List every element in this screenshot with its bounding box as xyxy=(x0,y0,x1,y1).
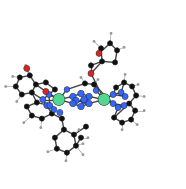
Circle shape xyxy=(82,142,84,145)
Circle shape xyxy=(82,81,88,86)
Circle shape xyxy=(43,80,48,85)
Circle shape xyxy=(98,94,110,105)
Circle shape xyxy=(114,48,120,53)
Circle shape xyxy=(129,117,134,122)
Circle shape xyxy=(78,135,84,140)
Circle shape xyxy=(24,64,27,67)
Circle shape xyxy=(70,93,76,100)
Circle shape xyxy=(39,116,44,121)
Circle shape xyxy=(88,63,94,68)
Circle shape xyxy=(81,96,87,103)
Circle shape xyxy=(40,97,46,102)
Circle shape xyxy=(43,88,49,94)
Circle shape xyxy=(111,115,117,120)
Circle shape xyxy=(54,146,60,151)
Circle shape xyxy=(121,80,127,85)
Circle shape xyxy=(29,113,34,118)
Circle shape xyxy=(34,100,39,105)
Circle shape xyxy=(93,88,99,93)
Circle shape xyxy=(64,87,70,92)
Circle shape xyxy=(78,90,84,97)
Circle shape xyxy=(24,65,30,71)
Circle shape xyxy=(83,124,89,129)
Circle shape xyxy=(73,97,79,104)
Circle shape xyxy=(97,78,100,81)
Circle shape xyxy=(51,107,57,113)
Circle shape xyxy=(115,105,121,111)
Circle shape xyxy=(80,76,82,79)
Circle shape xyxy=(73,143,78,148)
Circle shape xyxy=(13,84,18,89)
Circle shape xyxy=(81,97,87,104)
Circle shape xyxy=(17,75,22,80)
Circle shape xyxy=(71,132,77,137)
Circle shape xyxy=(98,46,104,51)
Circle shape xyxy=(110,101,116,107)
Circle shape xyxy=(124,73,126,76)
Circle shape xyxy=(136,123,139,126)
Circle shape xyxy=(47,102,53,108)
Circle shape xyxy=(11,75,14,78)
Circle shape xyxy=(57,110,63,115)
Circle shape xyxy=(123,46,126,49)
Circle shape xyxy=(52,135,57,140)
Circle shape xyxy=(29,90,34,95)
Circle shape xyxy=(39,126,42,129)
Circle shape xyxy=(78,128,80,131)
Circle shape xyxy=(134,93,139,98)
Circle shape xyxy=(52,87,57,92)
Circle shape xyxy=(143,95,146,98)
Circle shape xyxy=(93,40,95,43)
Circle shape xyxy=(113,60,118,65)
Circle shape xyxy=(46,150,49,153)
Circle shape xyxy=(46,91,52,98)
Circle shape xyxy=(61,127,67,132)
Circle shape xyxy=(78,103,84,110)
Circle shape xyxy=(100,59,105,64)
Circle shape xyxy=(65,159,67,162)
Circle shape xyxy=(88,70,94,76)
Circle shape xyxy=(64,150,70,155)
Circle shape xyxy=(133,108,138,113)
Circle shape xyxy=(82,153,84,156)
Circle shape xyxy=(4,85,7,88)
Circle shape xyxy=(121,128,124,131)
Circle shape xyxy=(44,102,50,108)
Circle shape xyxy=(110,91,116,98)
Circle shape xyxy=(113,85,119,90)
Circle shape xyxy=(108,41,113,46)
Circle shape xyxy=(129,84,135,89)
Circle shape xyxy=(19,92,24,97)
Circle shape xyxy=(96,50,102,56)
Circle shape xyxy=(86,136,89,139)
Circle shape xyxy=(53,94,65,105)
Circle shape xyxy=(119,120,125,125)
Circle shape xyxy=(91,82,97,87)
Circle shape xyxy=(22,121,25,124)
Circle shape xyxy=(70,100,76,107)
Circle shape xyxy=(126,101,132,106)
Circle shape xyxy=(15,100,18,103)
Circle shape xyxy=(110,32,113,35)
Circle shape xyxy=(86,100,92,107)
Circle shape xyxy=(27,73,32,78)
Circle shape xyxy=(121,102,127,108)
Circle shape xyxy=(49,111,54,116)
Circle shape xyxy=(33,82,39,87)
Circle shape xyxy=(122,94,128,100)
Circle shape xyxy=(118,89,124,95)
Circle shape xyxy=(59,116,65,121)
Circle shape xyxy=(143,109,146,112)
Circle shape xyxy=(24,104,29,109)
Circle shape xyxy=(137,83,140,86)
Circle shape xyxy=(86,93,92,100)
